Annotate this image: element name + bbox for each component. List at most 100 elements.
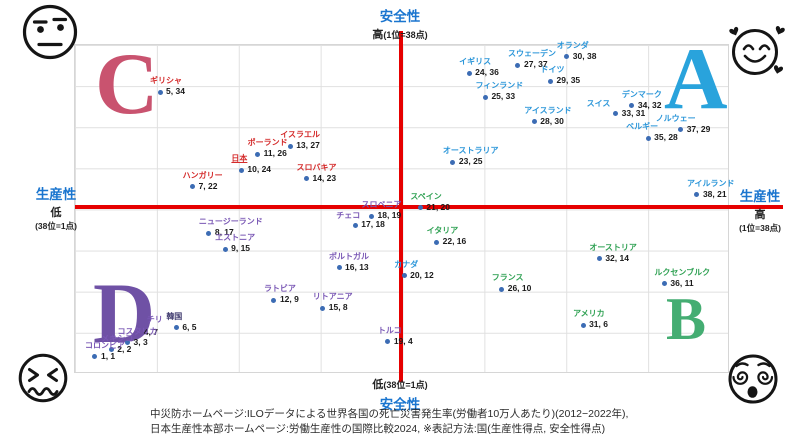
scatter-dot bbox=[287, 143, 293, 149]
scatter-dot bbox=[580, 322, 586, 328]
country-score: 34, 32 bbox=[637, 99, 662, 110]
scatter-dot bbox=[255, 151, 261, 157]
country-label: フランス bbox=[491, 273, 524, 282]
country-score: 30, 38 bbox=[572, 50, 597, 61]
dizzy-face-emoji bbox=[726, 352, 780, 406]
country-score: 31, 6 bbox=[589, 319, 608, 330]
scatter-dot bbox=[548, 78, 554, 84]
country-score: 35, 28 bbox=[654, 132, 678, 143]
quadrant-letter-c: C bbox=[95, 36, 159, 133]
bottom-axis-level: 低 bbox=[372, 379, 384, 391]
country-score: 25, 33 bbox=[491, 91, 516, 102]
country-score: 2, 2 bbox=[117, 343, 132, 354]
right-axis-title: 生産性 bbox=[739, 189, 781, 204]
country-label: アイルランド bbox=[686, 178, 735, 188]
scatter-dot bbox=[564, 54, 570, 60]
country-score: 23, 25 bbox=[458, 156, 483, 167]
country-score: 8, 17 bbox=[214, 227, 234, 238]
country-score: 5, 34 bbox=[166, 86, 185, 97]
scatter-dot bbox=[645, 135, 651, 141]
country-score: 4, 7 bbox=[143, 327, 158, 338]
scatter-dot bbox=[271, 297, 277, 303]
country-label: オーストラリア bbox=[442, 146, 499, 156]
country-label: 日本 bbox=[231, 154, 248, 164]
horizontal-axis-line bbox=[75, 205, 783, 209]
country-score: 28, 30 bbox=[540, 115, 564, 126]
scatter-dot bbox=[320, 305, 326, 311]
country-score: 9, 15 bbox=[231, 243, 251, 254]
country-score: 26, 10 bbox=[507, 283, 532, 293]
country-score: 37, 29 bbox=[686, 123, 711, 134]
country-score: 16, 13 bbox=[345, 261, 369, 272]
top-axis-note: (1位=38点) bbox=[383, 30, 428, 40]
scatter-dot bbox=[157, 89, 163, 95]
bottom-axis-label: 低(38位=1点) 安全性 bbox=[335, 375, 465, 413]
quadrant-letter-a: A bbox=[664, 31, 728, 128]
country-score: 17, 18 bbox=[361, 219, 385, 230]
country-score: 19, 4 bbox=[393, 335, 413, 346]
scatter-dot bbox=[417, 205, 423, 211]
source-note-line2: 日本生産性本部ホームページ:労働生産性の国際比較2024, ※表記方法:国(生産… bbox=[150, 422, 606, 435]
scatter-dot bbox=[531, 119, 537, 125]
country-score: 6, 5 bbox=[182, 321, 197, 332]
country-label: ギリシャ bbox=[150, 76, 183, 86]
scatter-dot bbox=[596, 256, 602, 262]
country-label: ポルトガル bbox=[329, 251, 370, 261]
scatter-dot bbox=[515, 62, 521, 68]
scatter-dot bbox=[173, 325, 179, 331]
country-label: メキシコ bbox=[101, 333, 134, 343]
country-score: 38, 21 bbox=[702, 188, 727, 199]
country-label: ノルウェー bbox=[655, 113, 696, 123]
scatter-dot bbox=[190, 184, 196, 190]
country-score: 36, 11 bbox=[670, 277, 694, 288]
scatter-dot bbox=[125, 340, 130, 346]
scatter-dot bbox=[303, 176, 309, 182]
country-label: ルクセンブルク bbox=[654, 267, 711, 277]
country-score: 18, 19 bbox=[377, 210, 402, 220]
top-axis-title: 安全性 bbox=[379, 9, 421, 24]
scatter-dot bbox=[434, 239, 440, 245]
scatter-dot bbox=[336, 265, 342, 271]
country-label: オーストリア bbox=[589, 242, 637, 252]
country-score: 32, 14 bbox=[605, 252, 629, 263]
left-axis-note: (38位=1点) bbox=[35, 221, 77, 231]
country-score: 1, 1 bbox=[100, 350, 116, 361]
left-axis-label: 生産性 低 (38位=1点) bbox=[14, 183, 98, 232]
right-axis-level: 高 bbox=[754, 209, 766, 221]
country-label: チリ bbox=[146, 315, 163, 325]
country-label: ニュージーランド bbox=[198, 217, 263, 227]
bottom-axis-title: 安全性 bbox=[379, 397, 421, 412]
quadrant-letter-d: D bbox=[93, 265, 155, 361]
country-score: 33, 31 bbox=[621, 107, 646, 118]
country-label: トルコ bbox=[377, 325, 402, 335]
country-score: 21, 20 bbox=[426, 201, 450, 212]
unamused-face-emoji bbox=[21, 3, 79, 61]
scatter-dot bbox=[694, 192, 700, 198]
scatter-dot bbox=[401, 273, 407, 279]
source-note: 中災防ホームページ:ILOデータによる世界各国の死亡災害発生率(労働者10万人あ… bbox=[150, 407, 628, 436]
scatter-dot bbox=[613, 111, 619, 117]
country-label: チェコ bbox=[336, 211, 361, 221]
country-label: ポーランド bbox=[247, 138, 288, 148]
country-score: 11, 26 bbox=[263, 148, 287, 159]
scatter-dot bbox=[352, 222, 358, 228]
country-label: コロンビア bbox=[84, 340, 125, 350]
country-score: 22, 16 bbox=[442, 236, 467, 247]
scatter-dot bbox=[385, 339, 391, 345]
top-axis-label: 安全性 高(1位=38点) bbox=[335, 5, 465, 43]
left-axis-level: 低 bbox=[50, 207, 62, 219]
left-axis-title: 生産性 bbox=[35, 187, 77, 202]
country-label: デンマーク bbox=[621, 89, 662, 99]
country-label: カナダ bbox=[394, 259, 419, 269]
scatter-dot bbox=[92, 354, 98, 360]
scatter-dot bbox=[629, 103, 635, 109]
scatter-dot bbox=[466, 70, 472, 76]
scatter-dot bbox=[108, 347, 114, 353]
country-label: アメリカ bbox=[573, 309, 605, 319]
country-score: 13, 27 bbox=[296, 140, 320, 151]
scatter-dot bbox=[206, 230, 212, 236]
country-label: ドイツ bbox=[540, 65, 565, 75]
scatter-dot bbox=[238, 167, 244, 173]
country-score: 3, 3 bbox=[133, 336, 148, 347]
